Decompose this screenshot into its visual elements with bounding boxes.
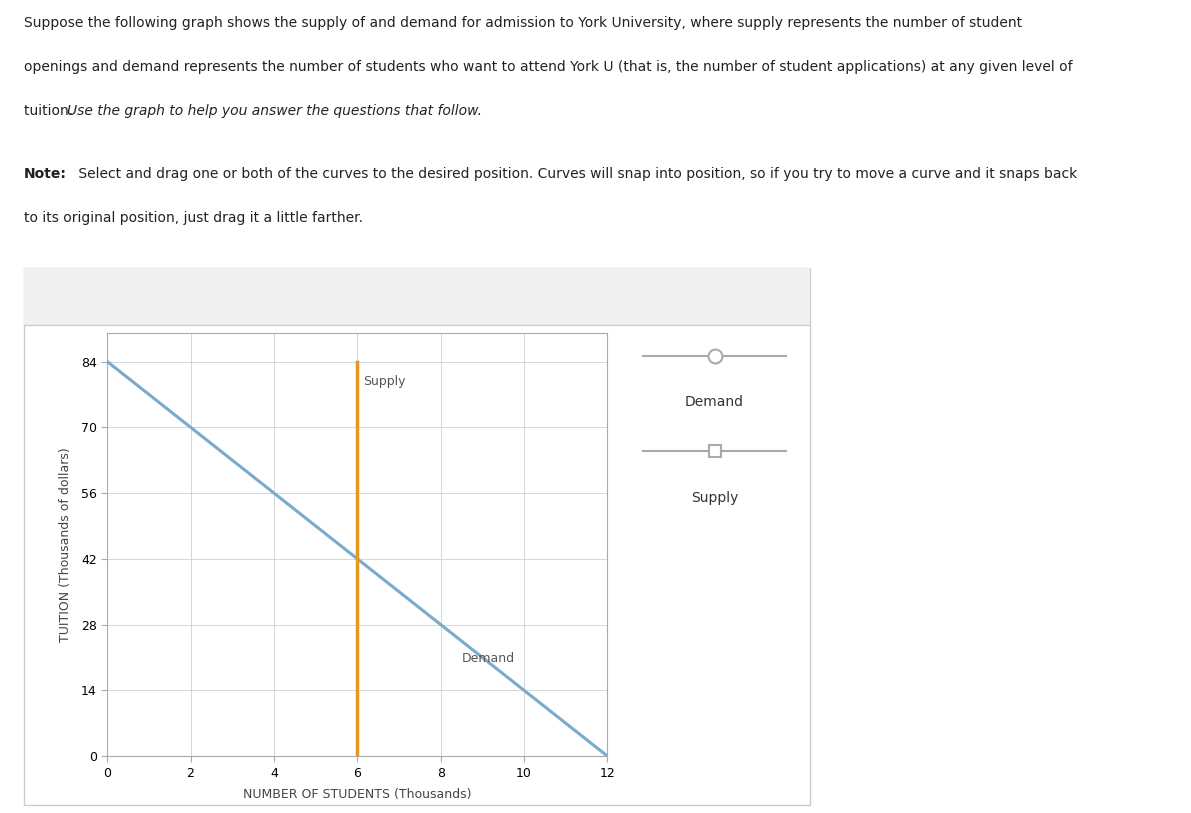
Text: Supply: Supply bbox=[691, 491, 738, 505]
Text: Note:: Note: bbox=[24, 167, 67, 181]
Text: openings and demand represents the number of students who want to attend York U : openings and demand represents the numbe… bbox=[24, 60, 1072, 74]
Y-axis label: TUITION (Thousands of dollars): TUITION (Thousands of dollars) bbox=[60, 447, 73, 642]
Text: Select and drag one or both of the curves to the desired position. Curves will s: Select and drag one or both of the curve… bbox=[74, 167, 1078, 181]
Text: to its original position, just drag it a little farther.: to its original position, just drag it a… bbox=[24, 211, 363, 225]
Text: ?: ? bbox=[761, 284, 769, 302]
X-axis label: NUMBER OF STUDENTS (Thousands): NUMBER OF STUDENTS (Thousands) bbox=[243, 788, 472, 801]
Text: Use the graph to help you answer the questions that follow.: Use the graph to help you answer the que… bbox=[67, 104, 482, 118]
Text: Demand: Demand bbox=[461, 652, 515, 665]
Text: Suppose the following graph shows the supply of and demand for admission to York: Suppose the following graph shows the su… bbox=[24, 16, 1022, 30]
Text: Admission to York University: Admission to York University bbox=[167, 307, 385, 323]
Text: Supply: Supply bbox=[363, 375, 406, 388]
Text: tuition.: tuition. bbox=[24, 104, 77, 118]
Text: Demand: Demand bbox=[685, 395, 744, 410]
